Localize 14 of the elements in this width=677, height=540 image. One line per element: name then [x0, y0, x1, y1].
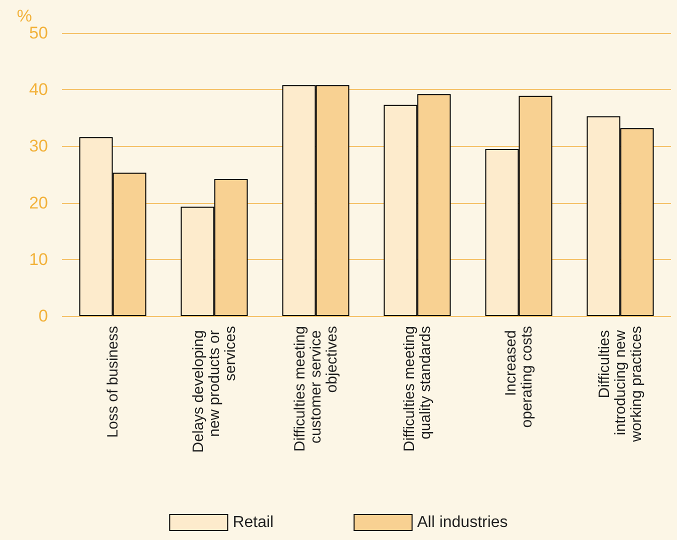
x-tick-label: Difficulties introducing new working practices — [596, 326, 645, 443]
x-tick-label: Difficulties meeting customer service objectives — [291, 326, 340, 452]
y-tick-label: 50 — [29, 24, 48, 42]
x-tick-label: Increased operating costs — [502, 326, 536, 428]
y-tick-label: 0 — [38, 306, 48, 326]
x-tick-label: Loss of business — [104, 326, 122, 438]
y-tick-label: 20 — [29, 193, 48, 212]
x-tick-label: Delays developing new products or services — [190, 326, 239, 453]
y-tick-label: 40 — [29, 80, 48, 100]
legend-label: Retail — [232, 514, 274, 531]
y-tick-label: 10 — [29, 250, 48, 269]
y-axis-title: % — [16, 6, 32, 26]
y-tick-label: 30 — [29, 136, 48, 156]
legend-label: All industries — [417, 514, 508, 531]
